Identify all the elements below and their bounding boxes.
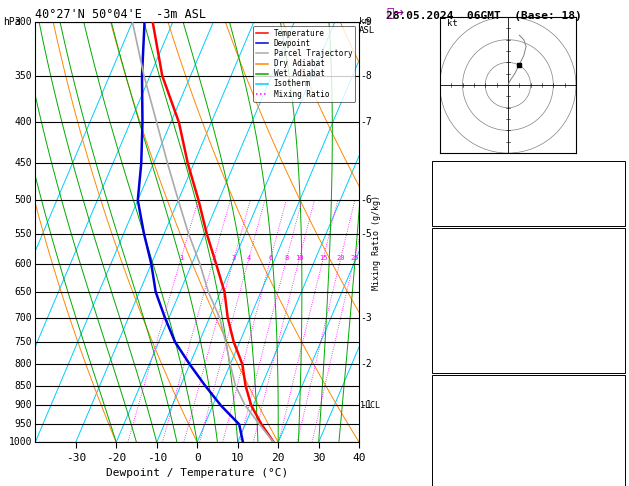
Text: 0: 0 (616, 459, 622, 469)
Text: 8: 8 (616, 312, 622, 322)
Text: PW (cm): PW (cm) (435, 205, 479, 215)
Text: Surface: Surface (507, 230, 550, 241)
Text: kt: kt (447, 19, 457, 28)
Text: 0: 0 (616, 353, 622, 363)
Text: 800: 800 (14, 359, 32, 369)
Text: -1: -1 (360, 400, 372, 411)
Text: 15: 15 (319, 255, 328, 261)
Text: 314: 314 (603, 292, 622, 302)
Text: Dewp (°C): Dewp (°C) (435, 271, 491, 281)
Text: 450: 450 (14, 158, 32, 169)
Text: -8: -8 (360, 70, 372, 81)
Text: hPa: hPa (3, 17, 21, 27)
Text: Mixing Ratio (g/kg): Mixing Ratio (g/kg) (372, 195, 381, 291)
Text: -3: -3 (360, 312, 372, 323)
Text: Pressure (mb): Pressure (mb) (435, 398, 516, 408)
Text: 5: 5 (616, 438, 622, 449)
Text: CIN (J): CIN (J) (435, 479, 479, 486)
Text: -2: -2 (360, 359, 372, 369)
Text: 900: 900 (14, 400, 32, 411)
Text: 25: 25 (350, 255, 359, 261)
Text: 18.9: 18.9 (597, 251, 622, 261)
Text: 750: 750 (603, 398, 622, 408)
Text: 20: 20 (337, 255, 345, 261)
Text: -7: -7 (360, 117, 372, 127)
Text: 1: 1 (179, 255, 183, 261)
Text: 4: 4 (247, 255, 251, 261)
Text: 1LCL: 1LCL (360, 401, 380, 410)
Text: 11.3: 11.3 (597, 271, 622, 281)
Text: CIN (J): CIN (J) (435, 353, 479, 363)
Text: Lifted Index: Lifted Index (435, 438, 510, 449)
Text: 400: 400 (14, 117, 32, 127)
Text: θe (K): θe (K) (435, 418, 473, 428)
Text: 700: 700 (14, 312, 32, 323)
Text: θe(K): θe(K) (435, 292, 467, 302)
Text: -5: -5 (360, 228, 372, 239)
Text: 28.05.2024  06GMT  (Base: 18): 28.05.2024 06GMT (Base: 18) (386, 11, 582, 21)
Text: 2: 2 (212, 255, 216, 261)
Text: 600: 600 (14, 259, 32, 269)
Text: 850: 850 (14, 381, 32, 391)
Text: 3: 3 (232, 255, 237, 261)
Text: 41: 41 (610, 184, 622, 194)
Text: 650: 650 (14, 287, 32, 297)
Text: ⦀→: ⦀→ (386, 7, 404, 20)
Text: 750: 750 (14, 337, 32, 347)
X-axis label: Dewpoint / Temperature (°C): Dewpoint / Temperature (°C) (106, 468, 288, 478)
Text: 350: 350 (14, 70, 32, 81)
Text: 0: 0 (616, 479, 622, 486)
Text: K: K (435, 164, 442, 174)
Text: 8: 8 (285, 255, 289, 261)
Text: 10: 10 (295, 255, 304, 261)
Text: 2.02: 2.02 (597, 205, 622, 215)
Text: 500: 500 (14, 195, 32, 205)
Text: 950: 950 (14, 419, 32, 429)
Text: CAPE (J): CAPE (J) (435, 459, 485, 469)
Text: 21: 21 (610, 164, 622, 174)
Text: 6: 6 (269, 255, 273, 261)
Text: -9: -9 (360, 17, 372, 27)
Text: 40°27'N 50°04'E  -3m ASL: 40°27'N 50°04'E -3m ASL (35, 8, 206, 21)
Text: © weatheronline.co.uk: © weatheronline.co.uk (467, 471, 591, 481)
Text: Totals Totals: Totals Totals (435, 184, 516, 194)
Text: 0: 0 (616, 332, 622, 343)
Text: Most Unstable: Most Unstable (488, 377, 569, 387)
Text: CAPE (J): CAPE (J) (435, 332, 485, 343)
Text: -6: -6 (360, 195, 372, 205)
Text: 320: 320 (603, 418, 622, 428)
Text: Temp (°C): Temp (°C) (435, 251, 491, 261)
Text: Lifted Index: Lifted Index (435, 312, 510, 322)
Text: 300: 300 (14, 17, 32, 27)
Legend: Temperature, Dewpoint, Parcel Trajectory, Dry Adiabat, Wet Adiabat, Isotherm, Mi: Temperature, Dewpoint, Parcel Trajectory… (253, 26, 355, 102)
Text: 550: 550 (14, 228, 32, 239)
Text: km
ASL: km ASL (359, 17, 376, 35)
Text: 1000: 1000 (8, 437, 32, 447)
